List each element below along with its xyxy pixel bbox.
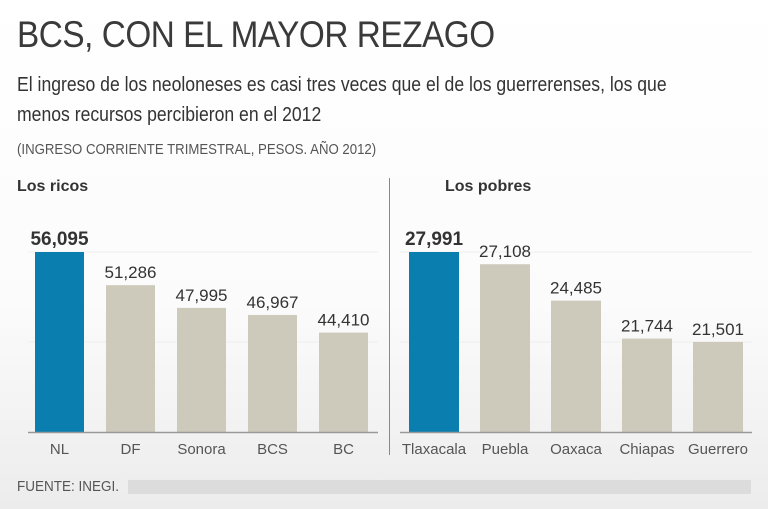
category-label: NL [50, 441, 69, 458]
bar-nl [35, 252, 84, 432]
unit-note: (INGRESO CORRIENTE TRIMESTRAL, PESOS. AÑ… [17, 141, 377, 158]
data-label: 44,410 [318, 311, 370, 330]
footer-bar [128, 480, 751, 494]
data-label: 24,485 [550, 279, 602, 298]
chart-title: BCS, CON EL MAYOR REZAGO [17, 14, 495, 55]
bar-sonora [177, 307, 226, 432]
bar-tlaxacala [409, 252, 459, 432]
data-label: 27,991 [405, 229, 464, 250]
bar-bcs [248, 314, 297, 432]
category-label: BCS [257, 441, 288, 458]
data-label: 21,501 [692, 320, 744, 339]
bar-df [106, 285, 155, 432]
bar-chiapas [622, 338, 672, 432]
category-label: Oaxaca [550, 441, 602, 458]
panel-title-pobres: Los pobres [445, 178, 532, 195]
category-label: Guerrero [688, 441, 748, 458]
data-label: 27,108 [479, 242, 531, 261]
category-label: DF [121, 441, 141, 458]
bar-puebla [480, 264, 530, 432]
bar-oaxaca [551, 300, 601, 432]
bar-guerrero [693, 341, 743, 432]
data-label: 51,286 [105, 263, 157, 282]
source-note: FUENTE: INEGI. [17, 478, 120, 495]
data-label: 46,967 [247, 293, 299, 312]
category-label: Tlaxacala [402, 441, 467, 458]
panel-title-ricos: Los ricos [17, 178, 89, 195]
data-label: 56,095 [30, 229, 89, 250]
category-label: Chiapas [619, 441, 674, 458]
data-label: 21,744 [621, 317, 673, 336]
data-label: 47,995 [176, 286, 228, 305]
category-label: BC [333, 441, 354, 458]
chart-subtitle: El ingreso de los neoloneses es casi tre… [17, 74, 667, 126]
category-label: Puebla [482, 441, 529, 458]
category-label: Sonora [177, 441, 226, 458]
bar-bc [319, 332, 368, 432]
panel-divider [389, 178, 390, 455]
